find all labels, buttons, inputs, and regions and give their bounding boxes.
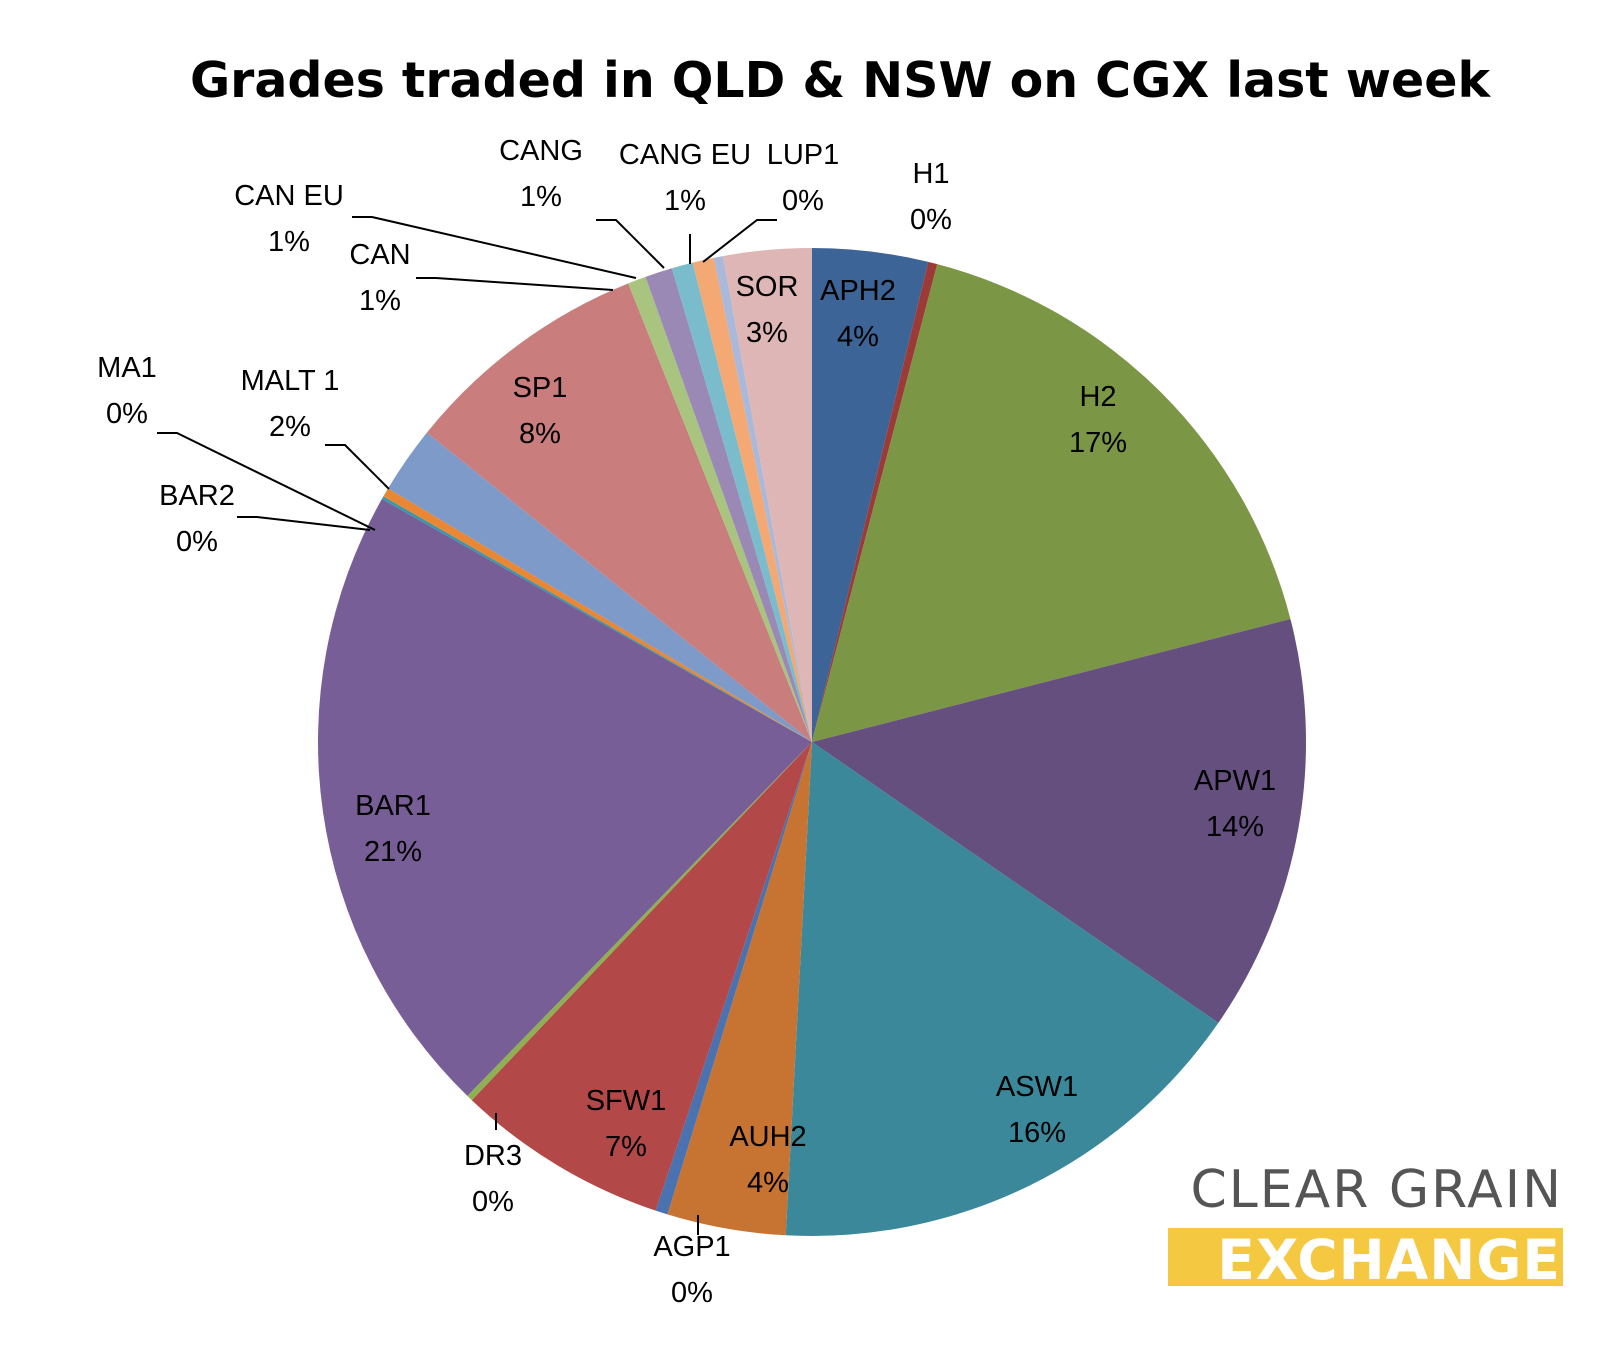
pie-slice-asw1 <box>785 742 1219 1236</box>
slice-percent-dr3: 0% <box>472 1186 514 1218</box>
slice-label-sp1: SP1 <box>513 372 568 404</box>
slice-percent-bar1: 21% <box>364 836 422 868</box>
slice-percent-aph2: 4% <box>837 321 879 353</box>
pie-slice-bar1 <box>318 499 812 1096</box>
pie-slice-dr3 <box>467 742 812 1101</box>
pie-slices <box>318 248 1306 1236</box>
slice-label-ma1: MA1 <box>97 352 157 384</box>
slice-label-can-eu: CAN EU <box>234 180 344 212</box>
slice-percent-ma1: 0% <box>106 398 148 430</box>
leader-line-cang <box>596 219 665 269</box>
slice-label-dr3: DR3 <box>464 1140 522 1172</box>
pie-slice-can-eu <box>645 268 812 742</box>
leader-line-can-eu <box>352 216 637 279</box>
slice-percent-apw1: 14% <box>1206 811 1264 843</box>
clear-grain-exchange-logo: CLEAR GRAIN EXCHANGE <box>1168 1160 1563 1292</box>
slice-percent-cang: 1% <box>520 181 562 213</box>
slice-label-bar2: BAR2 <box>159 480 235 512</box>
pie-slice-apw1 <box>812 619 1306 1023</box>
slice-percent-h2: 17% <box>1069 427 1127 459</box>
slice-percent-agp1: 0% <box>671 1277 713 1309</box>
slice-label-h1: H1 <box>912 158 949 190</box>
leader-line-bar2 <box>237 516 371 531</box>
slice-label-cang: CANG <box>499 135 583 167</box>
slice-percent-sp1: 8% <box>519 418 561 450</box>
slice-percent-malt-1: 2% <box>269 411 311 443</box>
slice-label-h2: H2 <box>1079 381 1116 413</box>
slice-label-sor: SOR <box>736 271 799 303</box>
slice-label-apw1: APW1 <box>1194 765 1276 797</box>
leader-line-ma1 <box>157 432 376 531</box>
logo-line2: EXCHANGE <box>1217 1228 1561 1292</box>
leader-line-lup1 <box>702 219 777 263</box>
pie-slice-bar2 <box>381 496 812 742</box>
pie-slice-cang <box>671 262 812 742</box>
slice-percent-sfw1: 7% <box>605 1131 647 1163</box>
slice-label-asw1: ASW1 <box>996 1071 1078 1103</box>
slice-percent-lup1: 0% <box>782 185 824 217</box>
pie-slice-aph2 <box>812 248 929 742</box>
slice-label-lup1: LUP1 <box>767 139 840 171</box>
pie-slice-sfw1 <box>471 742 812 1211</box>
slice-percent-can-eu: 1% <box>268 226 310 258</box>
logo-band <box>1168 1228 1563 1286</box>
slice-label-sfw1: SFW1 <box>586 1085 667 1117</box>
slice-label-bar1: BAR1 <box>355 790 431 822</box>
logo-line1: CLEAR GRAIN <box>1191 1160 1564 1220</box>
pie-slice-agp1 <box>655 742 812 1215</box>
pie-slice-malt-1 <box>388 432 812 742</box>
pie-slice-lup1 <box>713 256 812 742</box>
slice-percent-cang-eu: 1% <box>664 185 706 217</box>
pie-slice-cang-eu <box>692 257 812 742</box>
pie-slice-h2 <box>812 264 1291 742</box>
slice-label-auh2: AUH2 <box>729 1121 806 1153</box>
slice-percent-can: 1% <box>359 285 401 317</box>
slice-label-aph2: APH2 <box>820 275 896 307</box>
leader-line-can <box>416 277 614 291</box>
slice-labels: APH2 4% H1 0% H2 17% APW1 14% ASW1 16% AUH2 4% AGP1 0… <box>97 135 1276 1309</box>
slice-percent-auh2: 4% <box>747 1167 789 1199</box>
slice-label-cang-eu: CANG EU <box>619 139 751 171</box>
slice-label-agp1: AGP1 <box>653 1231 730 1263</box>
slice-percent-asw1: 16% <box>1008 1117 1066 1149</box>
slice-label-can: CAN <box>349 239 410 271</box>
pie-slice-sor <box>722 248 812 742</box>
leader-lines <box>157 216 777 1235</box>
slice-percent-sor: 3% <box>746 317 788 349</box>
leader-line-malt-1 <box>325 444 390 490</box>
pie-slice-h1 <box>812 261 938 742</box>
slice-percent-h1: 0% <box>910 204 952 236</box>
slice-label-malt-1: MALT 1 <box>241 365 340 397</box>
chart-title: Grades traded in QLD & NSW on CGX last w… <box>190 52 1491 109</box>
pie-slice-ma1 <box>383 488 812 742</box>
pie-slice-auh2 <box>667 742 812 1236</box>
pie-slice-can <box>628 276 812 742</box>
slice-percent-bar2: 0% <box>176 526 218 558</box>
pie-slice-sp1 <box>426 283 812 742</box>
